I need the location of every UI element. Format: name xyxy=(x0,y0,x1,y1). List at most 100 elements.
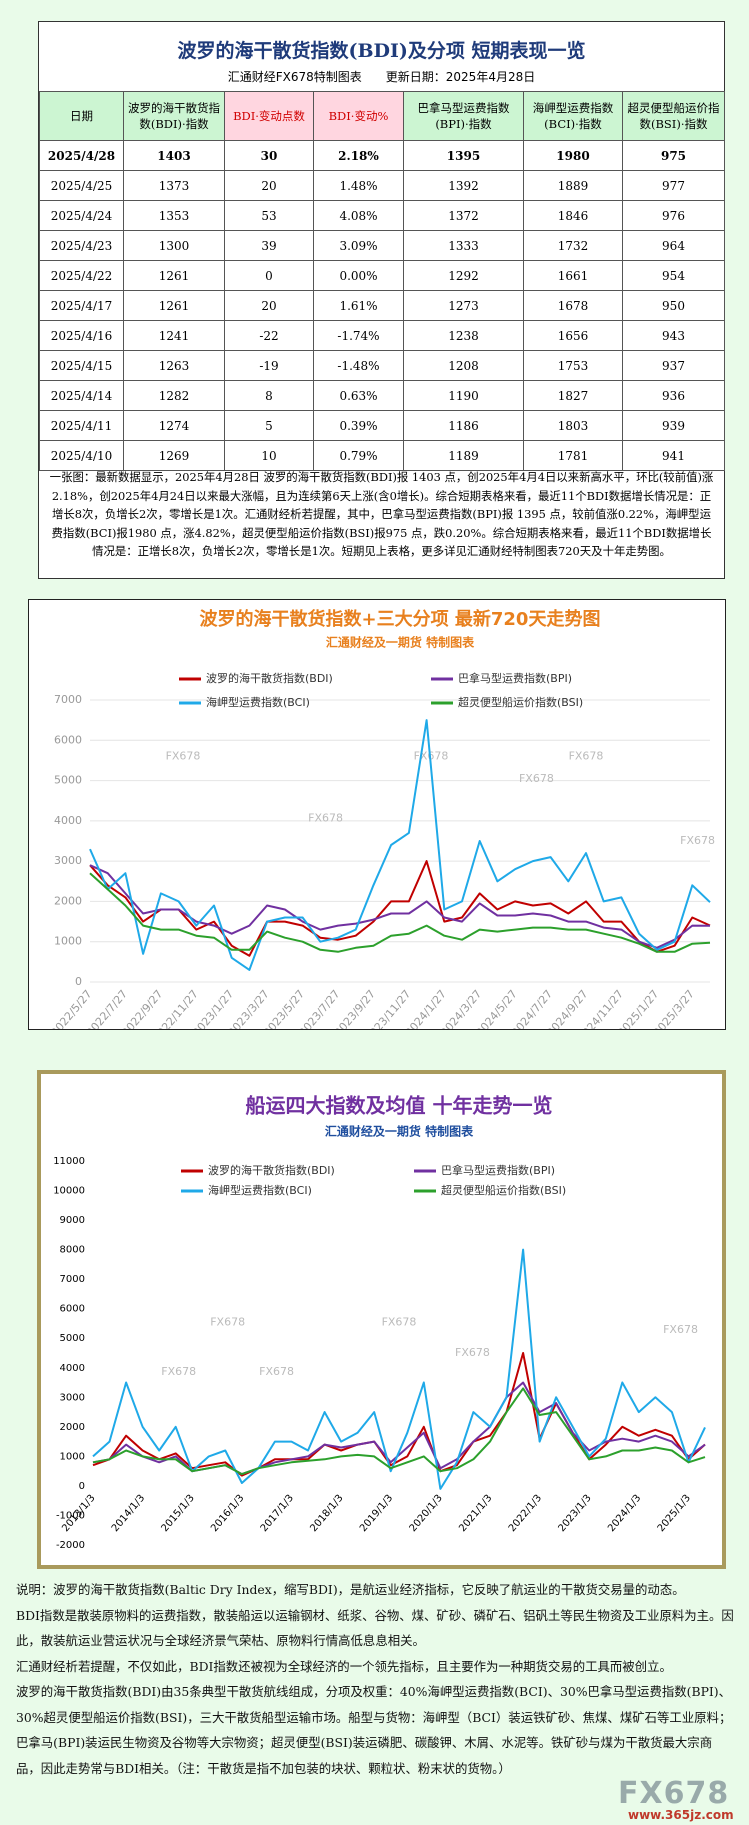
table-cell: 10 xyxy=(224,440,314,471)
y-tick-label: 9000 xyxy=(60,1215,85,1226)
table-cell: 954 xyxy=(622,260,725,291)
table-cell: 1372 xyxy=(403,200,524,231)
table-cell: 939 xyxy=(622,410,725,441)
table-cell: 2025/4/10 xyxy=(39,440,124,471)
legend-label: 超灵便型船运价指数(BSI) xyxy=(458,695,583,709)
header-row: 日期 波罗的海干散货指数(BDI)·指数 BDI·变动点数 BDI·变动% 巴拿马型运费… xyxy=(39,91,725,141)
y-tick-label: 4000 xyxy=(60,1363,85,1374)
table-subtitle: 汇通财经FX678特制图表 更新日期：2025年4月28日 xyxy=(39,68,724,85)
table-cell: 1241 xyxy=(123,320,225,351)
table-cell: 1803 xyxy=(523,410,623,441)
x-tick-label: 2015/1/3 xyxy=(160,1493,197,1534)
table-cell: 1189 xyxy=(403,440,524,471)
table-title: 波罗的海干散货指数(BDI)及分项 短期表现一览 xyxy=(177,40,586,62)
table-cell: 1353 xyxy=(123,200,225,231)
table-cell: 5 xyxy=(224,410,314,441)
table-row: 2025/4/25 1373 20 1.48% 1392 1889 977 xyxy=(39,170,725,201)
table-row: 2025/4/16 1241 -22 -1.74% 1238 1656 943 xyxy=(39,320,725,351)
table-cell: 1269 xyxy=(123,440,225,471)
watermark: FX678 xyxy=(455,1346,490,1359)
table-cell: -19 xyxy=(224,350,314,381)
table-cell: 1261 xyxy=(123,260,225,291)
table-cell: 2025/4/16 xyxy=(39,320,124,351)
y-tick-label: 0 xyxy=(75,975,82,988)
update-date: 更新日期：2025年4月28日 xyxy=(385,70,536,84)
chart-title: 波罗的海干散货指数+三大分项 最新720天走势图 xyxy=(200,608,601,630)
table-cell: 964 xyxy=(622,230,725,261)
header-cell: 海岬型运费指数(BCI)·指数 xyxy=(523,91,623,141)
table-cell: 0.39% xyxy=(313,410,404,441)
table-cell: 0 xyxy=(224,260,314,291)
y-tick-label: 1000 xyxy=(60,1451,85,1462)
table-cell: 943 xyxy=(622,320,725,351)
watermark: FX678 xyxy=(680,834,715,847)
series-line xyxy=(92,1248,706,1490)
y-tick-label: 2000 xyxy=(54,894,82,907)
table-cell: 2025/4/14 xyxy=(39,380,124,411)
x-tick-label: 2020/1/3 xyxy=(408,1493,445,1534)
table-cell: 39 xyxy=(224,230,314,261)
x-tick-label: 2019/1/3 xyxy=(358,1493,395,1534)
legend-label: 波罗的海干散货指数(BDI) xyxy=(208,1163,335,1177)
table-cell: 1333 xyxy=(403,230,524,261)
data-table: 日期 波罗的海干散货指数(BDI)·指数 BDI·变动点数 BDI·变动% 巴拿马型运费… xyxy=(39,91,725,471)
x-tick-label: 2016/1/3 xyxy=(209,1493,246,1534)
table-cell: 1282 xyxy=(123,380,225,411)
table-cell: 1273 xyxy=(403,290,524,321)
table-cell: 2025/4/17 xyxy=(39,290,124,321)
x-tick-label: 2023/1/3 xyxy=(557,1493,594,1534)
explanation-paragraph: BDI指数是散装原物料的运费指数，散装船运以运输钢材、纸浆、谷物、煤、矿砂、磷矿… xyxy=(16,1607,734,1649)
explanation-paragraph: 说明：波罗的海干散货指数(Baltic Dry Index，缩写BDI)，是航运… xyxy=(16,1582,685,1597)
table-row: 2025/4/23 1300 39 3.09% 1333 1732 964 xyxy=(39,230,725,261)
table-cell: 937 xyxy=(622,350,725,381)
watermark: FX678 xyxy=(569,749,604,762)
series-line xyxy=(92,1387,706,1476)
table-cell: 950 xyxy=(622,290,725,321)
table-cell: 977 xyxy=(622,170,725,201)
table-cell: 1678 xyxy=(523,290,623,321)
table-cell: 0.00% xyxy=(313,260,404,291)
table-cell: 1403 xyxy=(123,140,225,171)
table-cell: 936 xyxy=(622,380,725,411)
table-cell: 1208 xyxy=(403,350,524,381)
table-cell: 1.48% xyxy=(313,170,404,201)
y-tick-label: 11000 xyxy=(53,1156,85,1167)
watermark: FX678 xyxy=(308,811,343,824)
chart-subtitle: 汇通财经及一期货 特制图表 xyxy=(325,1124,474,1139)
y-tick-label: 1000 xyxy=(54,935,82,948)
table-cell: 2.18% xyxy=(313,140,404,171)
table-cell: 1186 xyxy=(403,410,524,441)
table-cell: 2025/4/24 xyxy=(39,200,124,231)
table-cell: 1261 xyxy=(123,290,225,321)
y-tick-label: -2000 xyxy=(56,1540,85,1551)
table-cell: 1190 xyxy=(403,380,524,411)
table-cell: 53 xyxy=(224,200,314,231)
table-cell: 2025/4/22 xyxy=(39,260,124,291)
table-cell: 4.08% xyxy=(313,200,404,231)
table-cell: 1732 xyxy=(523,230,623,261)
table-cell: -22 xyxy=(224,320,314,351)
x-tick-label: 2014/1/3 xyxy=(110,1493,147,1534)
table-cell: 941 xyxy=(622,440,725,471)
table-panel: 波罗的海干散货指数(BDI)及分项 短期表现一览 汇通财经FX678特制图表 更新… xyxy=(38,21,725,579)
legend-label: 巴拿马型运费指数(BPI) xyxy=(441,1163,555,1177)
y-tick-label: 0 xyxy=(79,1481,85,1492)
legend-label: 巴拿马型运费指数(BPI) xyxy=(458,671,572,685)
watermark: FX678 xyxy=(519,772,554,785)
table-cell: 2025/4/11 xyxy=(39,410,124,441)
y-tick-label: 10000 xyxy=(53,1186,85,1197)
logo: FX678 xyxy=(618,1776,730,1811)
explanation: 说明：波罗的海干散货指数(Baltic Dry Index，缩写BDI)，是航运… xyxy=(16,1577,735,1781)
table-row: 2025/4/22 1261 0 0.00% 1292 1661 954 xyxy=(39,260,725,291)
watermark: FX678 xyxy=(166,749,201,762)
table-cell: 1274 xyxy=(123,410,225,441)
legend-label: 海岬型运费指数(BCI) xyxy=(208,1183,312,1197)
summary-note: 一张图：最新数据显示，2025年4月28日 波罗的海干散货指数(BDI)报 14… xyxy=(49,470,714,558)
series-line xyxy=(89,719,711,971)
x-tick-label: 2017/1/3 xyxy=(259,1493,296,1534)
watermark: FX678 xyxy=(663,1323,698,1336)
table-cell: 0.63% xyxy=(313,380,404,411)
url: www.365jz.com xyxy=(628,1808,734,1822)
x-tick-label: 2021/1/3 xyxy=(457,1493,494,1534)
y-tick-label: 7000 xyxy=(60,1274,85,1285)
